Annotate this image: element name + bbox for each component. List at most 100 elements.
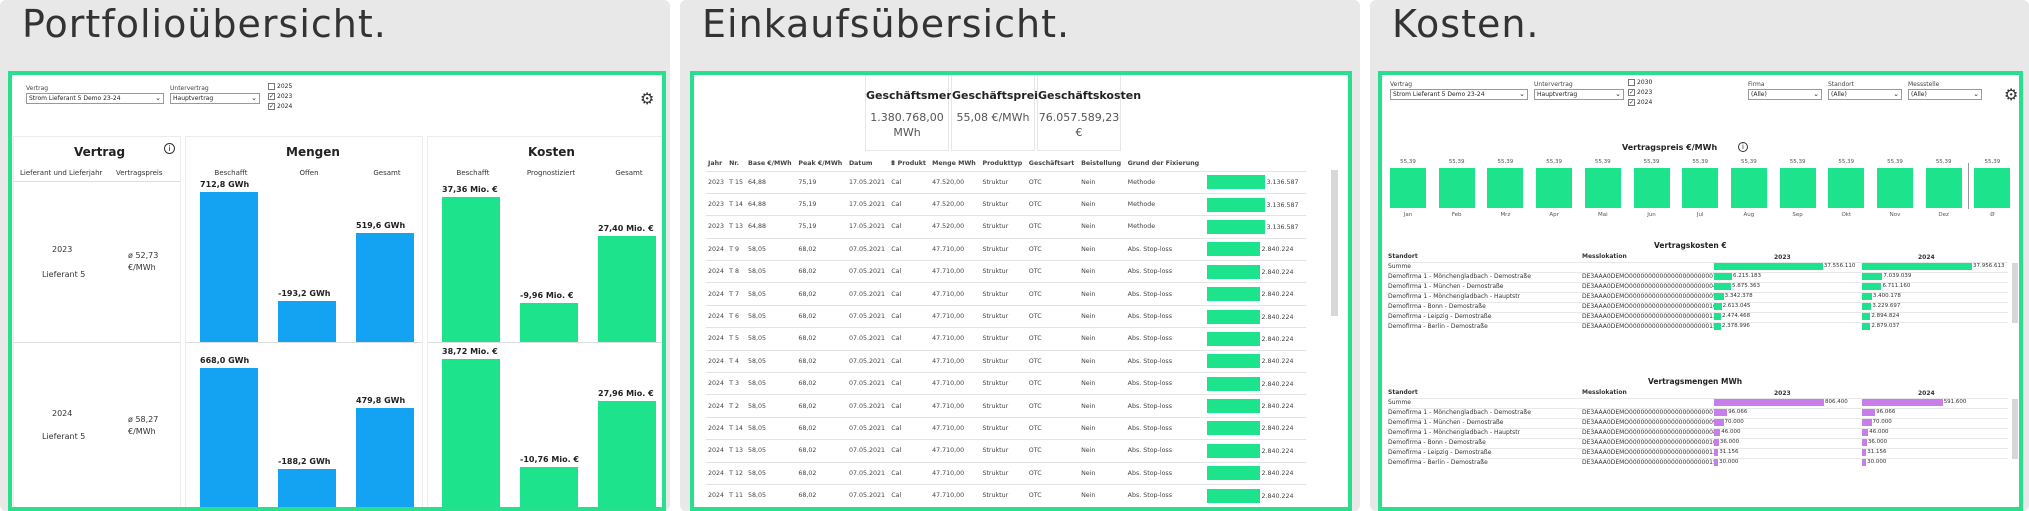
table-row[interactable]: 2024 T 14 58,05 68,02 07.05.2021 Cal 47.710,00…: [706, 416, 1306, 440]
chevron-down-icon: ⌄: [1973, 90, 1979, 98]
kpi-label: Geschäftsmenge: [866, 89, 970, 102]
vertrag-select[interactable]: Strom Lieferant 5 Demo 23-24 ⌄: [26, 93, 164, 104]
table-cell: Nein: [1079, 282, 1126, 306]
table-cell: T 8: [727, 260, 747, 283]
year-checkbox-2030[interactable]: 2030: [1628, 79, 1652, 86]
firma-select[interactable]: (Alle) ⌄: [1748, 89, 1822, 100]
einkauf-frame: Geschäftsmenge 1.380.768,00 MWh Geschäftsp…: [690, 71, 1352, 511]
table-cell: Nein: [1079, 215, 1126, 239]
column-header[interactable]: Base €/MWh: [748, 160, 792, 168]
year-checkbox-2025[interactable]: 2025: [268, 83, 292, 90]
column-header[interactable]: Jahr: [708, 160, 723, 168]
table-cell: Nein: [1079, 192, 1126, 216]
divider: [1388, 428, 2008, 429]
checkbox-icon: ✓: [1628, 99, 1635, 106]
vertrag-label: Vertrag: [26, 85, 49, 92]
table-row[interactable]: 2024 T 8 58,05 68,02 07.05.2021 Cal 47.710,00 S…: [706, 260, 1306, 283]
month-label: Ø: [1990, 212, 1995, 218]
column-label: Beschafft: [456, 169, 490, 177]
filter-icon[interactable]: ⩩: [891, 159, 895, 167]
year-checkbox-2023[interactable]: ✓ 2023: [1628, 89, 1652, 96]
table-cell: 07.05.2021: [846, 282, 890, 306]
table-cell: 68,02: [796, 439, 847, 463]
table-row[interactable]: 2024 T 12 58,05 68,02 07.05.2021 Cal 47.710,00…: [706, 461, 1306, 485]
table-row[interactable]: 2024 T 6 58,05 68,02 07.05.2021 Cal 47.710,00 S…: [706, 304, 1306, 328]
column-header[interactable]: Produkttyp: [982, 160, 1023, 168]
value-label: 6.711.160: [1882, 283, 1911, 289]
table-row[interactable]: 2023 T 13 64,88 75,19 17.05.2021 Cal 47.520,00…: [706, 215, 1306, 239]
bar: [278, 469, 336, 507]
table-row[interactable]: 2024 T 7 58,05 68,02 07.05.2021 Cal 47.710,00 S…: [706, 282, 1306, 306]
table-row[interactable]: 2024 T 5 58,05 68,02 07.05.2021 Cal 47.710,00 S…: [706, 327, 1306, 351]
month-label: Feb: [1451, 212, 1462, 218]
col-year: 2024: [1918, 254, 1935, 261]
cost-bar: [1207, 331, 1261, 346]
year-checkbox-2024[interactable]: ✓ 2024: [1628, 99, 1652, 106]
scrollbar[interactable]: [2012, 263, 2018, 323]
value-label: 31.156: [1719, 449, 1739, 455]
table-row[interactable]: 2024 T 11 58,05 68,02 07.05.2021 Cal 47.710,00…: [706, 483, 1306, 507]
table-row[interactable]: 2023 T 15 64,88 75,19 17.05.2021 Cal 47.520,00…: [706, 170, 1306, 194]
table-cell: 75,19: [796, 192, 847, 216]
vertrag-select[interactable]: Strom Lieferant 5 Demo 23-24 ⌄: [1390, 89, 1528, 100]
column-header[interactable]: Nr.: [729, 160, 740, 168]
table-row[interactable]: 2024 T 9 58,05 68,02 07.05.2021 Cal 47.710,00 S…: [706, 237, 1306, 261]
table-cell: Nein: [1079, 416, 1126, 440]
scrollbar[interactable]: [2012, 399, 2018, 459]
table-row[interactable]: 2023 T 14 64,88 75,19 17.05.2021 Cal 47.520,00…: [706, 192, 1306, 216]
chevron-down-icon: ⌄: [1893, 90, 1899, 98]
column-header[interactable]: Peak €/MWh: [798, 160, 843, 168]
table-row[interactable]: 2024 T 3 58,05 68,02 07.05.2021 Cal 47.710,00 S…: [706, 372, 1306, 395]
year-checkbox-2023[interactable]: ✓ 2023: [268, 93, 292, 100]
divider: [1968, 163, 1969, 209]
table-row[interactable]: 2024 T 4 58,05 68,02 07.05.2021 Cal 47.710,00 S…: [706, 349, 1306, 373]
table-cell: 17.05.2021: [846, 192, 890, 216]
bar: [598, 235, 656, 342]
column-header[interactable]: ⩩ Produkt: [891, 159, 926, 167]
table-cell: OTC: [1026, 394, 1080, 418]
month-label: Dez: [1938, 212, 1949, 218]
month-bar: [1779, 168, 1816, 208]
info-icon[interactable]: i: [1738, 142, 1748, 152]
gear-icon[interactable]: ⚙: [2004, 85, 2019, 104]
table-cell: OTC: [1026, 192, 1080, 216]
cost-value: 2.840.224: [1261, 268, 1294, 276]
gear-icon[interactable]: ⚙: [640, 89, 655, 108]
column-header[interactable]: [1205, 157, 1306, 171]
table-row[interactable]: 2024 T 2 58,05 68,02 07.05.2021 Cal 47.710,00 S…: [706, 394, 1306, 418]
cost-cell: 2.840.224: [1205, 372, 1306, 395]
untervertrag-select[interactable]: Hauptvertrag ⌄: [1534, 89, 1624, 100]
table-cell: Nein: [1079, 349, 1126, 373]
divider: [1388, 262, 2008, 263]
column-header[interactable]: Datum: [848, 160, 873, 168]
vertrag-card-title: Vertrag: [74, 145, 126, 159]
table-cell: 68,02: [796, 394, 847, 418]
column-header[interactable]: Geschäftsart: [1028, 160, 1075, 168]
untervertrag-select[interactable]: Hauptvertrag ⌄: [170, 93, 260, 104]
table-cell: 58,05: [746, 394, 797, 418]
month-label: Okt: [1841, 212, 1852, 218]
column-header[interactable]: Beistellung: [1081, 160, 1122, 168]
column-header[interactable]: Menge MWh: [932, 160, 976, 168]
standort-select[interactable]: (Alle) ⌄: [1828, 89, 1902, 100]
table-cell: T 2: [727, 394, 747, 418]
value-bar: [1862, 293, 1872, 300]
month-label: Apr: [1549, 212, 1559, 218]
bar-value-label: 712,8 GWh: [200, 180, 250, 189]
portfolio-panel: Portfolioübersicht. Vertrag Strom Liefer…: [0, 0, 670, 511]
table-row[interactable]: 2024 T 13 58,05 68,02 07.05.2021 Cal 47.710,00…: [706, 439, 1306, 463]
table-cell: 2024: [706, 372, 728, 395]
year-checkbox-2024[interactable]: ✓ 2024: [268, 103, 292, 110]
info-icon[interactable]: i: [164, 143, 175, 154]
table-cell: 58,05: [746, 372, 797, 395]
scrollbar[interactable]: [1331, 170, 1338, 316]
messstelle-select[interactable]: (Alle) ⌄: [1908, 89, 1982, 100]
table-cell: T 6: [727, 304, 747, 328]
cost-bar: [1207, 488, 1261, 503]
table-cell: Abs. Stop-loss: [1125, 416, 1206, 440]
bar: [278, 301, 336, 342]
bar-value-label: 479,8 GWh: [356, 396, 406, 406]
value-label: 37.556.110: [1823, 263, 1856, 269]
column-header[interactable]: Grund der Fixierung: [1127, 160, 1200, 168]
table-cell: Struktur: [980, 439, 1027, 463]
